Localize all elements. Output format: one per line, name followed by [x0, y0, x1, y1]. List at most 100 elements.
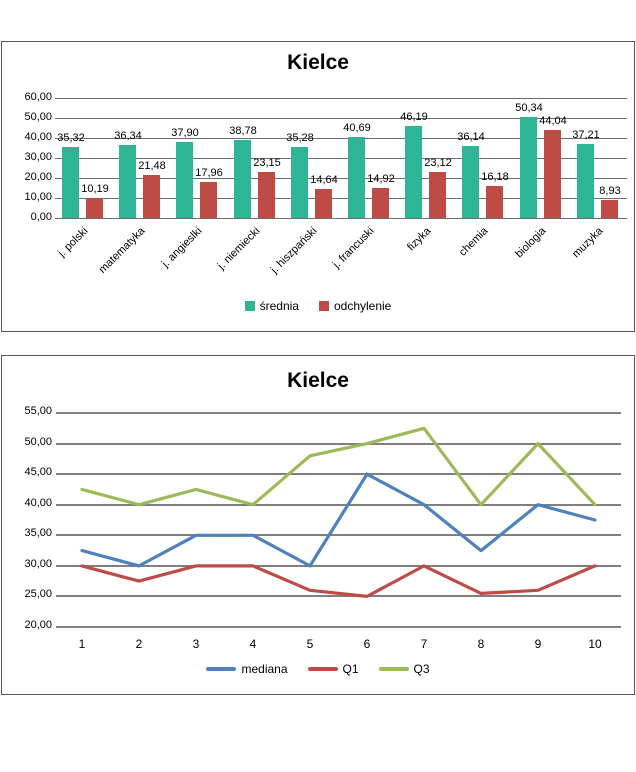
bar-value-label: 23,15 — [253, 157, 281, 169]
bar-średnia — [348, 137, 365, 218]
gridline — [55, 138, 627, 139]
bar-value-label: 14,92 — [367, 173, 395, 185]
gridline — [55, 118, 627, 119]
bar-value-label: 16,18 — [481, 171, 509, 183]
bar-value-label: 10,19 — [81, 183, 109, 195]
x-tick-label: 7 — [420, 637, 428, 651]
bar-value-label: 37,21 — [572, 129, 600, 141]
bar-średnia — [291, 147, 308, 218]
bar-value-label: 44,04 — [539, 115, 567, 127]
y-tick-label: 55,00 — [24, 405, 52, 417]
line-series-mediana — [80, 472, 597, 568]
y-tick-label: 50,00 — [24, 436, 52, 448]
x-tick-label: 9 — [534, 637, 542, 651]
gridline — [56, 412, 621, 414]
y-tick-label: 10,00 — [24, 191, 52, 203]
x-tick-label: 8 — [477, 637, 485, 651]
bar-średnia — [119, 145, 136, 218]
gridline — [56, 595, 621, 597]
q1-swatch-icon — [307, 667, 338, 671]
y-tick-label: 20,00 — [24, 171, 52, 183]
line-series-Q1 — [80, 564, 597, 598]
odchylenie-swatch-icon — [318, 301, 329, 311]
legend-label-q3: Q3 — [413, 662, 430, 676]
bar-odchylenie — [200, 182, 217, 218]
line-series-canvas — [80, 426, 597, 598]
gridline — [56, 443, 621, 445]
bar-średnia — [405, 126, 422, 218]
gridline — [55, 158, 627, 159]
y-tick-label: 25,00 — [24, 588, 52, 600]
bar-odchylenie — [86, 198, 103, 218]
bar-value-label: 21,48 — [138, 160, 166, 172]
gridline — [56, 473, 621, 475]
bar-value-label: 23,12 — [424, 157, 452, 169]
gridline — [56, 565, 621, 567]
legend-item-mediana: mediana — [206, 662, 288, 676]
gridline — [55, 98, 627, 99]
y-tick-label: 35,00 — [24, 527, 52, 539]
bar-value-label: 36,34 — [114, 130, 142, 142]
x-tick-label: 1 — [78, 637, 86, 651]
gridline — [56, 626, 621, 628]
gridline — [56, 504, 621, 506]
gridline — [55, 218, 627, 219]
line-chart-title: Kielce — [287, 369, 349, 392]
bar-średnia — [577, 144, 594, 218]
bar-value-label: 35,32 — [57, 132, 85, 144]
bar-odchylenie — [143, 175, 160, 218]
bar-value-label: 50,34 — [515, 102, 543, 114]
line-chart-plot-area: 20,00 25,00 30,00 35,00 40,00 45,00 50,00 55,00… — [2, 356, 634, 694]
x-tick-label: 10 — [588, 637, 602, 651]
mediana-swatch-icon — [206, 667, 237, 671]
bar-chart-title: Kielce — [287, 51, 349, 74]
bar-value-label: 8,93 — [599, 185, 621, 197]
y-tick-label: 40,00 — [24, 131, 52, 143]
bar-odchylenie — [372, 188, 389, 218]
q3-swatch-icon — [378, 667, 409, 671]
legend-item-q1: Q1 — [307, 662, 359, 676]
y-tick-label: 50,00 — [24, 111, 52, 123]
legend-label-odchylenie: odchylenie — [333, 299, 392, 313]
legend-label-srednia: średnia — [259, 299, 299, 313]
line-chart-legend: mediana Q1 Q3 — [2, 662, 634, 676]
gridline — [56, 534, 621, 536]
bar-chart-plot-area: 0,00 10,00 20,00 30,00 40,00 50,00 60,00 35,32 1… — [2, 42, 634, 331]
gridline — [55, 178, 627, 179]
bar-value-label: 17,96 — [195, 167, 223, 179]
legend-item-odchylenie: odchylenie — [318, 299, 392, 313]
bar-value-label: 37,90 — [171, 127, 199, 139]
bar-odchylenie — [315, 189, 332, 218]
y-tick-label: 30,00 — [24, 558, 52, 570]
bar-chart-legend: średnia odchylenie — [2, 299, 634, 313]
line-chart: Kielce 20,00 25,00 30,00 35,00 40,00 45,00 50,… — [1, 355, 635, 695]
srednia-swatch-icon — [244, 301, 255, 311]
x-tick-label: 6 — [363, 637, 371, 651]
y-tick-label: 20,00 — [24, 619, 52, 631]
bar-value-label: 36,14 — [457, 131, 485, 143]
x-tick-label: 4 — [249, 637, 257, 651]
bar-średnia — [62, 147, 79, 218]
bar-odchylenie — [429, 172, 446, 218]
x-tick-label: 2 — [135, 637, 143, 651]
bar-średnia — [462, 146, 479, 218]
bar-odchylenie — [486, 186, 503, 218]
bar-średnia — [234, 140, 251, 218]
gridline — [55, 198, 627, 199]
legend-item-srednia: średnia — [244, 299, 299, 313]
y-tick-label: 45,00 — [24, 466, 52, 478]
y-tick-label: 0,00 — [30, 211, 52, 223]
x-tick-label: 5 — [306, 637, 314, 651]
bar-value-label: 38,78 — [229, 125, 257, 137]
bar-średnia — [520, 117, 537, 218]
legend-label-mediana: mediana — [241, 662, 288, 676]
y-tick-label: 40,00 — [24, 497, 52, 509]
bar-odchylenie — [601, 200, 618, 218]
line-series-Q3 — [80, 426, 597, 507]
bar-średnia — [176, 142, 193, 218]
bar-odchylenie — [544, 130, 561, 218]
legend-label-q1: Q1 — [342, 662, 359, 676]
legend-item-q3: Q3 — [378, 662, 430, 676]
bar-value-label: 35,28 — [286, 132, 314, 144]
